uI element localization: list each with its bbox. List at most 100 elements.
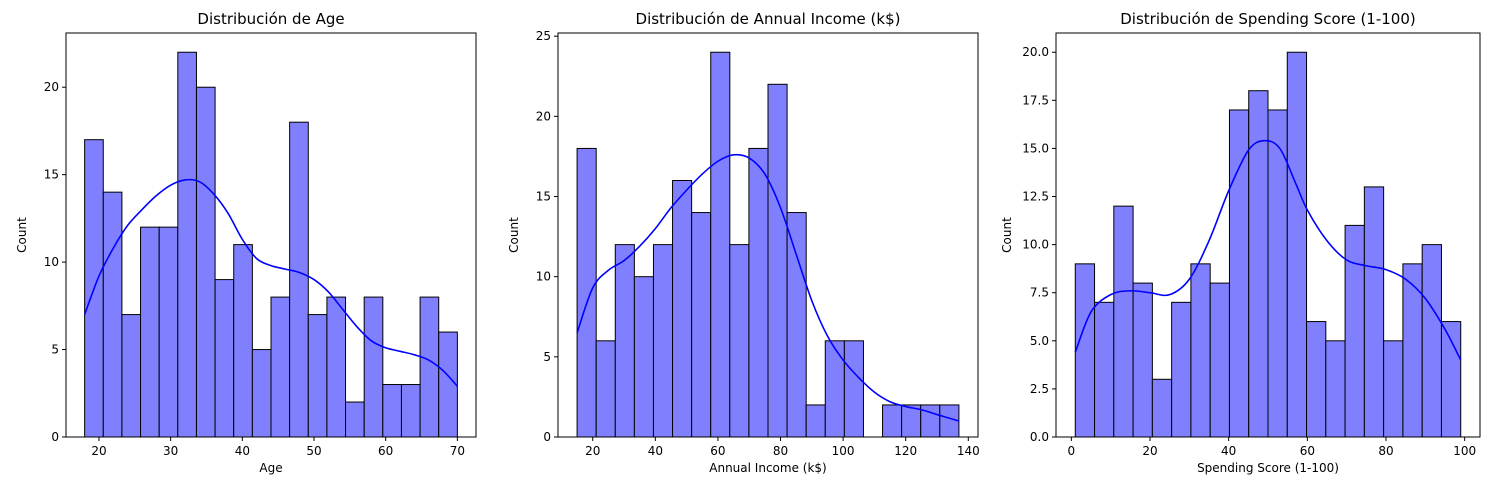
- income-bar: [595, 340, 616, 438]
- age-kde-line: [83, 178, 458, 387]
- income-histogram-panel: 20 40 60 80 100 120 140 0 5 10 15 20 25 Distribució…: [507, 10, 980, 475]
- age-chart-title: Distribución de Age: [197, 10, 344, 28]
- income-y-tick-label: 20: [536, 109, 551, 123]
- spending-x-tick-label: 40: [1221, 444, 1236, 458]
- spending-x-tick-label: 0: [1068, 444, 1076, 458]
- income-x-ticks: 20 40 60 80 100 120 140: [585, 437, 980, 458]
- spending-y-tick-label: 10.0: [1022, 238, 1049, 252]
- age-bar: [326, 296, 347, 438]
- spending-axes-frame: [1055, 32, 1481, 438]
- spending-y-tick-label: 20.0: [1022, 45, 1049, 59]
- income-x-tick-label: 60: [710, 444, 725, 458]
- income-x-tick-label: 120: [894, 444, 917, 458]
- income-bar: [729, 244, 750, 438]
- spending-kde-curve: [1074, 139, 1462, 361]
- spending-bar: [1209, 282, 1230, 438]
- income-bar: [748, 147, 769, 438]
- age-bar: [102, 191, 123, 438]
- age-axes-frame: [65, 32, 477, 438]
- spending-bar: [1286, 51, 1308, 438]
- spending-bar: [1267, 109, 1288, 438]
- spending-bar: [1325, 340, 1346, 438]
- spending-bar: [1074, 263, 1096, 438]
- age-bar: [419, 296, 440, 438]
- income-y-tick-label: 0: [543, 430, 551, 444]
- spending-y-ticks: 0.0 2.5 5.0 7.5 10.0 12.5 15.0 17.5 20.0: [1022, 45, 1056, 444]
- spending-x-tick-label: 20: [1142, 444, 1157, 458]
- spending-bar: [1190, 263, 1211, 438]
- income-x-tick-label: 40: [648, 444, 663, 458]
- income-bar: [614, 244, 635, 438]
- age-y-axis-label: Count: [15, 217, 29, 253]
- spending-x-tick-label: 80: [1378, 444, 1393, 458]
- spending-y-tick-label: 12.5: [1022, 190, 1049, 204]
- income-bar: [882, 404, 903, 438]
- age-bar: [345, 401, 365, 438]
- income-x-tick-label: 20: [585, 444, 600, 458]
- age-y-tick-label: 10: [44, 255, 59, 269]
- income-bar: [824, 340, 845, 438]
- age-bar: [270, 296, 291, 438]
- spending-y-axis-label: Count: [1000, 217, 1014, 253]
- age-bar: [214, 279, 235, 438]
- spending-bar: [1151, 378, 1173, 438]
- spending-histogram-panel: 0 20 40 60 80 100 0.0 2.5 5.0 7.5 10.0 12.5 15.0 17.…: [1000, 10, 1481, 475]
- spending-bar: [1402, 263, 1423, 438]
- age-bar: [121, 314, 142, 438]
- spending-bar: [1228, 109, 1250, 438]
- age-x-tick-label: 20: [91, 444, 106, 458]
- spending-y-tick-label: 17.5: [1022, 93, 1049, 107]
- spending-y-tick-label: 2.5: [1030, 382, 1049, 396]
- spending-bar: [1306, 321, 1327, 438]
- income-bar: [652, 244, 674, 438]
- age-x-axis-label: Age: [259, 461, 282, 475]
- income-bar: [633, 276, 654, 438]
- income-y-tick-label: 15: [536, 190, 551, 204]
- income-bar: [576, 147, 597, 438]
- income-bar: [786, 212, 807, 438]
- age-bar: [438, 331, 458, 438]
- age-kde-curve: [83, 178, 458, 387]
- age-x-tick-label: 40: [235, 444, 250, 458]
- spending-y-tick-label: 15.0: [1022, 141, 1049, 155]
- age-bar: [140, 226, 160, 438]
- income-bar: [939, 404, 960, 438]
- age-x-tick-label: 50: [306, 444, 321, 458]
- spending-bar: [1344, 224, 1365, 438]
- age-bar: [251, 349, 272, 438]
- spending-bar: [1440, 321, 1462, 438]
- age-x-tick-label: 60: [378, 444, 393, 458]
- spending-x-tick-label: 60: [1300, 444, 1315, 458]
- income-axes-frame: [557, 32, 979, 438]
- spending-bar: [1113, 205, 1134, 438]
- age-bar: [400, 384, 421, 438]
- spending-chart-title: Distribución de Spending Score (1-100): [1120, 10, 1416, 28]
- income-chart-title: Distribución de Annual Income (k$): [636, 10, 901, 28]
- income-bar: [767, 83, 788, 438]
- age-bar: [363, 296, 384, 438]
- age-y-tick-label: 20: [44, 80, 59, 94]
- age-bar: [195, 86, 216, 438]
- income-y-tick-label: 10: [536, 270, 551, 284]
- spending-bar: [1094, 301, 1115, 438]
- income-bar: [805, 404, 826, 438]
- age-x-ticks: 20 30 40 50 60 70: [91, 437, 465, 458]
- spending-y-tick-label: 7.5: [1030, 286, 1049, 300]
- spending-bar: [1421, 244, 1442, 438]
- spending-y-tick-label: 0.0: [1030, 430, 1049, 444]
- age-y-tick-label: 0: [51, 430, 59, 444]
- spending-bar: [1132, 282, 1153, 438]
- income-x-tick-label: 140: [957, 444, 980, 458]
- spending-bar: [1171, 301, 1192, 438]
- age-bar: [177, 51, 197, 438]
- age-y-tick-label: 15: [44, 168, 59, 182]
- income-y-axis-label: Count: [507, 217, 521, 253]
- spending-kde-line: [1074, 139, 1462, 361]
- income-y-tick-label: 25: [536, 29, 551, 43]
- income-kde-line: [576, 153, 960, 422]
- spending-x-ticks: 0 20 40 60 80 100: [1068, 437, 1476, 458]
- age-bar: [307, 314, 328, 438]
- income-histogram-bars: [576, 51, 960, 438]
- income-bar: [672, 179, 693, 438]
- age-x-tick-label: 70: [450, 444, 465, 458]
